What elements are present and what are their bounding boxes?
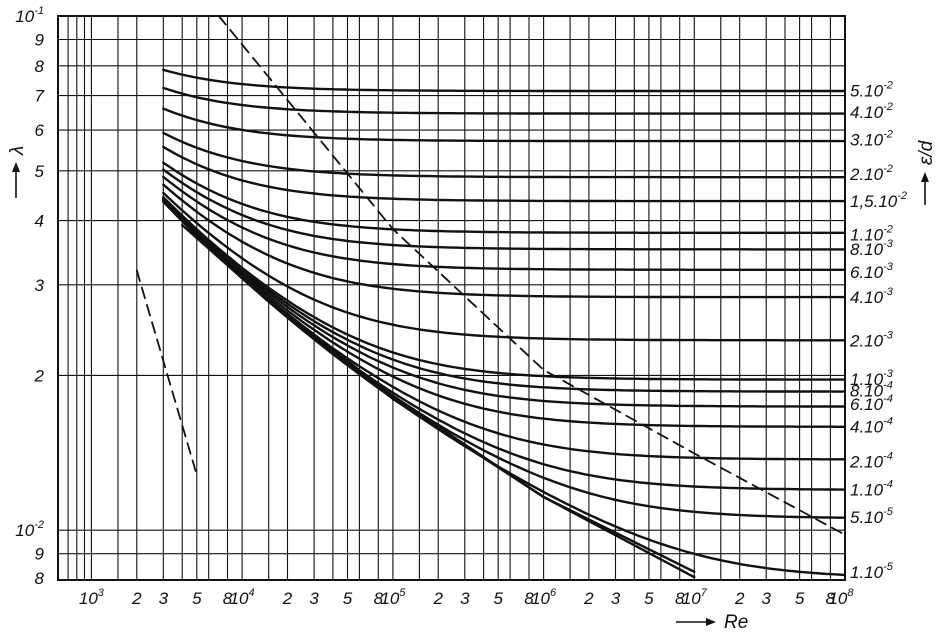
roughness-label: 2.10-4 [849,451,893,472]
x-tick-label: 2 [734,589,745,608]
x-tick-label: 5 [493,589,503,608]
roughness-label: 1.10-3 [850,368,894,389]
roughness-label: 6.10-3 [850,261,894,282]
roughness-label: 3.10-2 [850,129,893,150]
x-tick-label: 104 [230,587,255,608]
right-axis-label: ε/d [916,139,937,165]
x-tick-label: 3 [309,589,319,608]
x-tick-label: 8 [374,589,384,608]
x-tick-label: 3 [460,589,470,608]
roughness-curve [162,196,846,381]
roughness-curve [162,107,846,143]
roughness-curve [162,198,846,428]
roughness-label: 5.10-5 [850,506,894,527]
y-tick-label: 5 [35,162,45,181]
relative-roughness-labels: 5.10-24.10-23.10-22.10-21,5.10-21.10-28.… [849,79,907,582]
transition-dashed-line [135,269,198,476]
roughness-label: 5.10-2 [850,79,893,100]
roughness-curve [162,197,846,408]
roughness-label: 4.10-4 [850,416,893,437]
x-tick-label: 2 [432,589,443,608]
roughness-curve [162,161,846,234]
x-axis-label: Re [724,612,748,633]
y-tick-label: 6 [35,121,45,140]
x-tick-label: 5 [192,589,202,608]
x-tick-label: 3 [761,589,771,608]
x-tick-label: 8 [675,589,685,608]
right-axis-arrowhead [921,172,929,182]
x-tick-label: 2 [131,589,142,608]
roughness-curve [162,168,846,251]
x-tick-label: 2 [583,589,594,608]
x-tick-label: 5 [644,589,654,608]
curves [135,15,846,579]
roughness-curve [162,68,846,93]
roughness-curve [162,199,846,461]
y-tick-label: 9 [35,31,45,50]
roughness-label: 2.10-3 [849,329,894,350]
roughness-curve [162,175,846,271]
roughness-curve [162,191,846,342]
roughness-label: 1.10-2 [850,223,893,244]
roughness-label: 1,5.10-2 [850,190,907,211]
y-tick-label: 7 [35,87,45,106]
right-axis-title: ε/d [916,139,937,205]
roughness-curve [162,183,846,299]
x-axis-arrowhead [706,618,716,626]
x-tick-label: 5 [795,589,805,608]
roughness-label: 6.10-4 [850,393,893,414]
y-tick-label: 4 [35,212,44,231]
y-tick-label: 3 [35,276,45,295]
roughness-label: 1.10-4 [850,479,893,500]
roughness-label: 4.10-2 [850,101,893,122]
x-tick-label: 2 [282,589,293,608]
y-tick-label: 8 [35,57,45,76]
y-tick-label: 8 [35,569,45,588]
rough-boundary-dashed-line [217,15,846,536]
y-tick-label: 9 [35,545,45,564]
roughness-curve [162,200,846,577]
x-tick-label: 5 [343,589,353,608]
x-tick-label: 3 [159,589,169,608]
x-tick-label: 8 [524,589,534,608]
y-axis-title: λ [7,146,28,198]
roughness-label: 8.10-4 [850,379,893,400]
y-tick-label: 2 [34,366,45,385]
roughness-label: 1.10-5 [850,561,894,582]
x-axis-title: Re [676,612,748,633]
x-tick-label: 8 [223,589,233,608]
roughness-curve [162,86,846,115]
roughness-curve [162,197,846,393]
x-tick-label: 8 [826,589,836,608]
y-axis-label: λ [7,146,28,156]
x-tick-label: 3 [611,589,621,608]
plot-frame [57,15,846,581]
y-axis-arrowhead [12,162,20,172]
roughness-curve [162,131,846,179]
roughness-label: 4.10-3 [850,286,894,307]
roughness-label: 8.10-3 [850,238,894,259]
roughness-label: 2.10-2 [849,163,893,184]
roughness-curve [162,145,846,203]
